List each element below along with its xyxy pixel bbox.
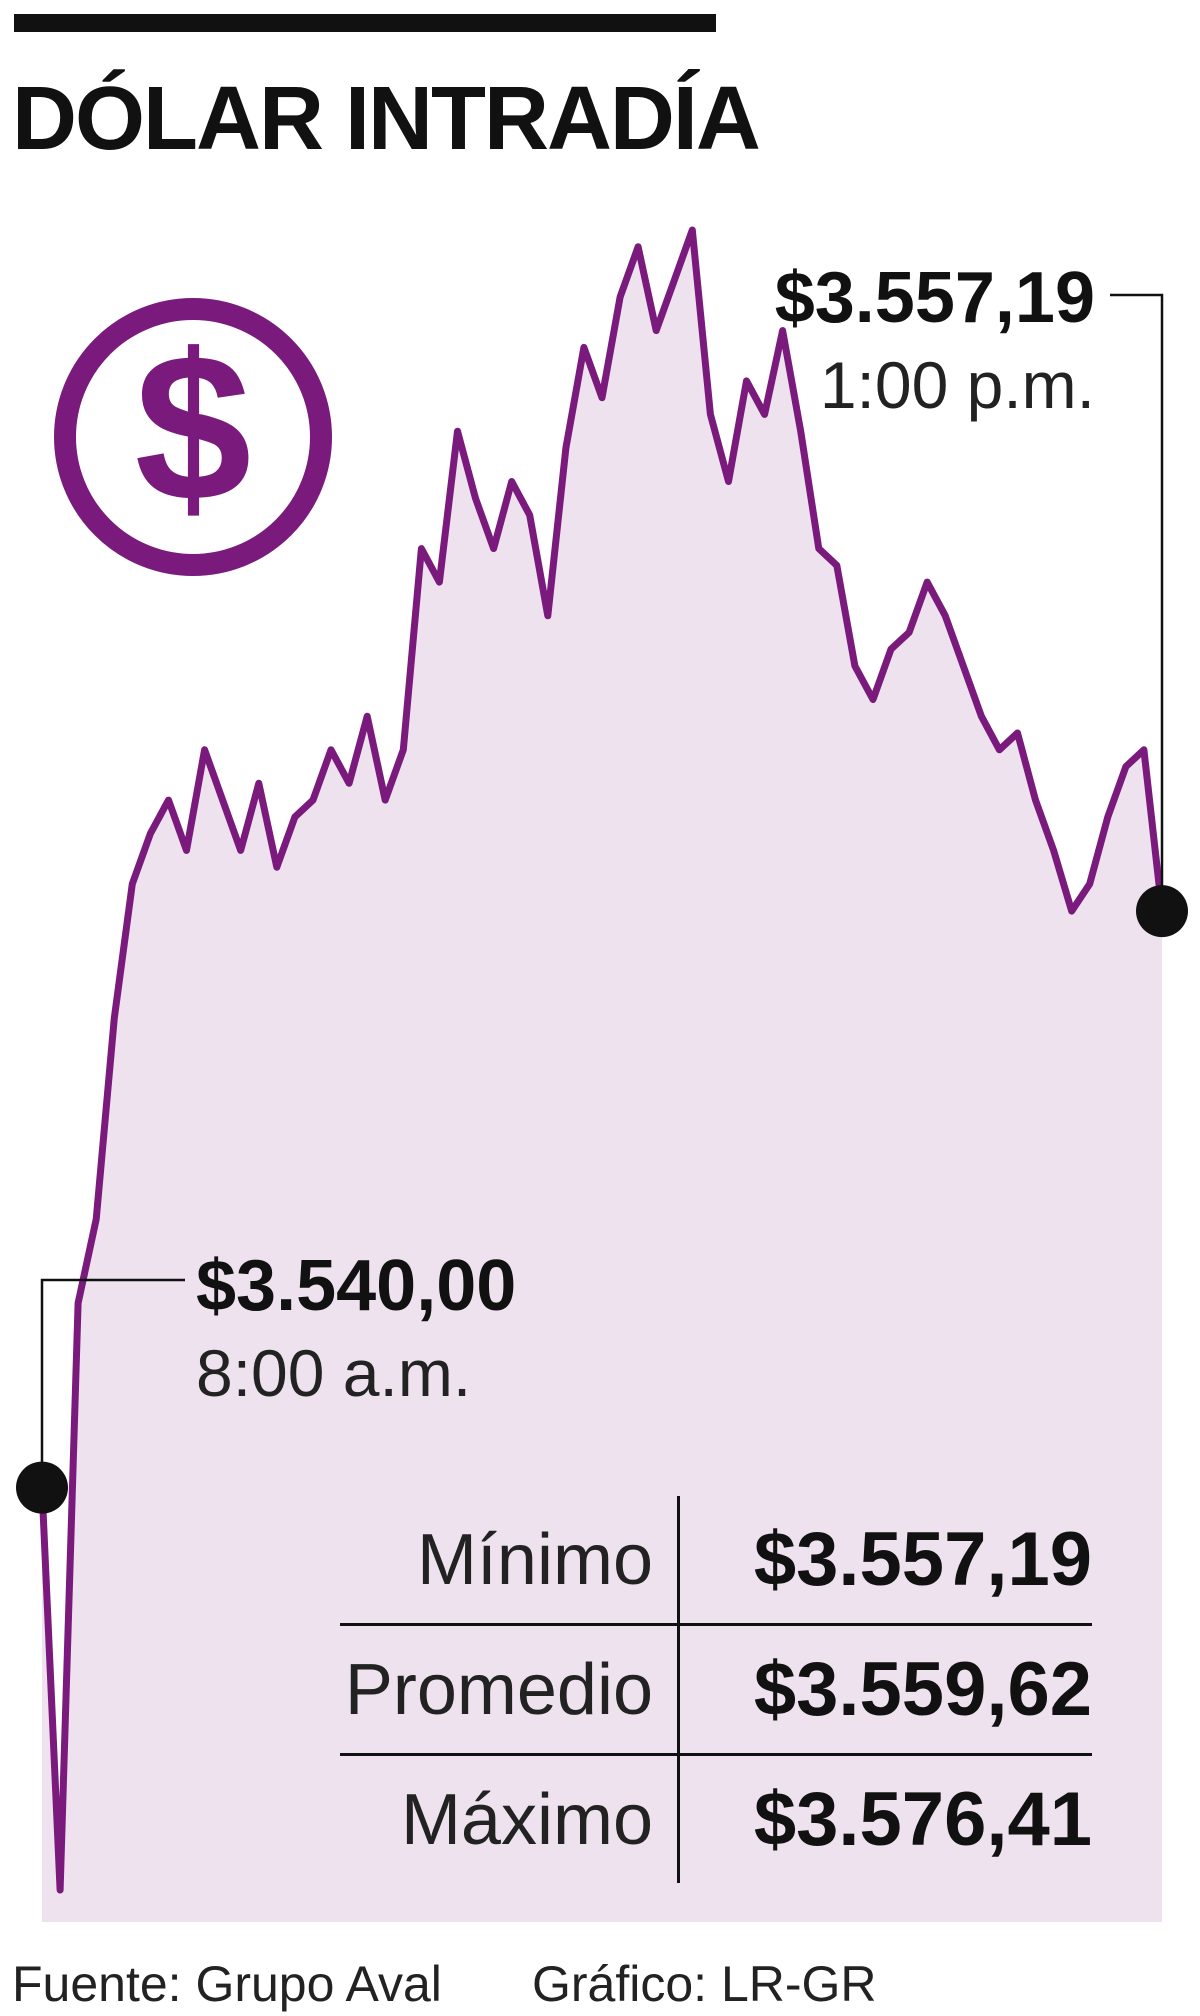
start-price-label: $3.540,00 bbox=[196, 1246, 517, 1326]
dollar-circle-icon: $ bbox=[54, 298, 332, 576]
stat-value: $3.557,19 bbox=[753, 1517, 1092, 1602]
stat-row-min: Mínimo $3.557,19 bbox=[340, 1496, 1092, 1626]
start-marker bbox=[16, 1461, 68, 1514]
end-price-label: $3.557,19 bbox=[774, 258, 1095, 338]
start-time-label: 8:00 a.m. bbox=[196, 1336, 472, 1410]
price-line bbox=[38, 226, 1166, 1894]
stat-value: $3.576,41 bbox=[753, 1777, 1092, 1862]
source-credit: Fuente: Grupo Aval bbox=[12, 1956, 442, 2012]
stat-value: $3.559,62 bbox=[753, 1647, 1092, 1732]
graphic-credit: Gráfico: LR-GR bbox=[532, 1956, 877, 2012]
stat-label: Máximo bbox=[340, 1756, 680, 1883]
end-marker bbox=[1136, 885, 1188, 938]
stats-table: Mínimo $3.557,19 Promedio $3.559,62 Máxi… bbox=[340, 1496, 1092, 1883]
svg-text:$: $ bbox=[135, 310, 252, 545]
stat-row-max: Máximo $3.576,41 bbox=[340, 1756, 1092, 1883]
area-fill bbox=[42, 230, 1162, 1922]
start-leader-line bbox=[40, 1278, 185, 1488]
stat-row-average: Promedio $3.559,62 bbox=[340, 1626, 1092, 1756]
page-title: DÓLAR INTRADÍA bbox=[12, 69, 761, 169]
end-leader-line bbox=[1110, 293, 1164, 912]
stat-label: Promedio bbox=[340, 1626, 680, 1753]
stat-label: Mínimo bbox=[340, 1496, 680, 1623]
end-time-label: 1:00 p.m. bbox=[819, 348, 1095, 422]
title-rule bbox=[14, 14, 716, 32]
